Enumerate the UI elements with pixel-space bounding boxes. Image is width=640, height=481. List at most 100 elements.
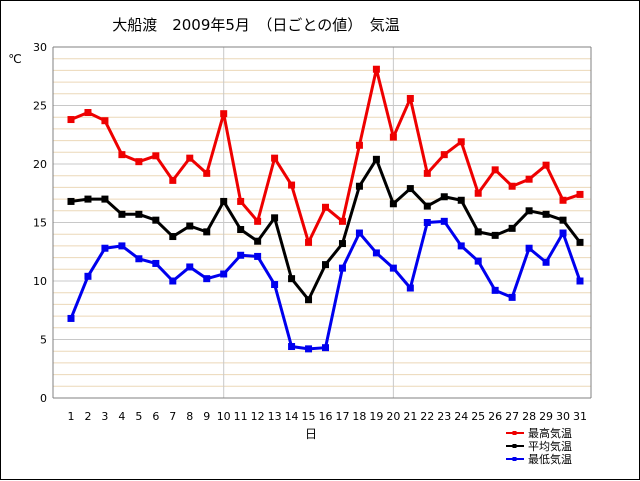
data-point	[118, 210, 126, 218]
x-tick-label: 7	[169, 410, 176, 423]
data-point	[406, 94, 414, 102]
data-point	[491, 166, 499, 174]
data-point	[525, 207, 533, 215]
x-tick-label: 3	[101, 410, 108, 423]
y-tick-label: 5	[40, 334, 47, 347]
x-tick-label: 10	[217, 410, 231, 423]
data-point	[169, 176, 177, 184]
x-tick-label: 23	[437, 410, 451, 423]
data-point	[474, 257, 482, 265]
data-point	[355, 229, 363, 237]
data-point	[457, 196, 465, 204]
data-point	[135, 255, 143, 263]
x-axis-label: 日	[305, 427, 317, 441]
data-point	[389, 133, 397, 141]
data-point	[271, 281, 279, 289]
x-tick-label: 13	[268, 410, 282, 423]
data-point	[508, 224, 516, 232]
legend-item: 平均気温	[506, 439, 572, 453]
data-point	[305, 296, 313, 304]
x-tick-label: 17	[335, 410, 349, 423]
data-point	[152, 152, 160, 160]
y-tick-label: 20	[33, 158, 47, 171]
data-point	[101, 117, 109, 125]
legend-item: 最高気温	[506, 426, 572, 440]
data-point	[271, 214, 279, 222]
data-point	[288, 181, 296, 189]
data-point	[237, 197, 245, 205]
x-tick-label: 30	[556, 410, 570, 423]
x-tick-label: 27	[505, 410, 519, 423]
data-point	[474, 228, 482, 236]
data-point	[84, 109, 92, 117]
y-tick-label: 10	[33, 275, 47, 288]
data-point	[440, 193, 448, 201]
y-axis-unit-label: ℃	[8, 52, 21, 66]
data-point	[406, 185, 414, 193]
x-tick-label: 4	[118, 410, 125, 423]
x-tick-label: 22	[420, 410, 434, 423]
x-tick-label: 15	[302, 410, 316, 423]
series-group	[67, 155, 584, 304]
data-point	[406, 284, 414, 292]
y-tick-label: 25	[33, 100, 47, 113]
data-point	[559, 196, 567, 204]
data-point	[423, 202, 431, 210]
x-tick-label: 6	[152, 410, 159, 423]
data-point	[576, 190, 584, 198]
x-tick-label: 29	[539, 410, 553, 423]
data-point	[440, 151, 448, 159]
data-point	[169, 277, 177, 285]
data-point	[542, 258, 550, 266]
data-point	[508, 182, 516, 190]
x-tick-label: 21	[403, 410, 417, 423]
data-point	[84, 195, 92, 203]
data-point	[372, 65, 380, 73]
data-point	[559, 216, 567, 224]
data-point	[576, 238, 584, 246]
data-point	[440, 217, 448, 225]
data-point	[67, 197, 75, 205]
x-tick-label: 24	[454, 410, 468, 423]
data-point	[220, 270, 228, 278]
data-point	[271, 154, 279, 162]
data-point	[338, 217, 346, 225]
x-tick-labels: 1 2 3 4 5 6 7 8 9 10 11 12 13 14 15 16 17 18 19 20 21 22 23 24 2…	[68, 410, 588, 423]
data-point	[237, 251, 245, 259]
x-tick-label: 1	[68, 410, 75, 423]
x-tick-label: 31	[573, 410, 587, 423]
x-tick-label: 2	[84, 410, 91, 423]
data-point	[288, 275, 296, 283]
data-point	[84, 272, 92, 280]
data-point	[576, 277, 584, 285]
data-point	[491, 231, 499, 239]
data-point	[254, 217, 262, 225]
series-group	[67, 65, 584, 246]
data-point	[423, 219, 431, 226]
x-tick-label: 25	[471, 410, 485, 423]
data-point	[220, 110, 228, 118]
y-tick-label: 0	[40, 392, 47, 405]
data-point	[186, 154, 194, 162]
series-line	[70, 157, 582, 302]
data-point	[118, 242, 126, 250]
chart-title: 大船渡 2009年5月 （日ごとの値） 気温	[112, 16, 400, 34]
legend-item: 最低気温	[506, 452, 572, 466]
x-tick-label: 5	[135, 410, 142, 423]
series-line	[69, 219, 582, 351]
data-point	[525, 175, 533, 183]
data-point	[322, 203, 329, 211]
data-point	[305, 238, 313, 246]
data-point	[203, 275, 211, 283]
x-tick-label: 11	[234, 410, 248, 423]
data-point	[152, 216, 160, 224]
data-point	[423, 169, 431, 177]
data-point	[322, 261, 329, 269]
x-tick-label: 28	[522, 410, 536, 423]
data-point	[372, 249, 380, 257]
data-point	[101, 195, 109, 203]
data-point	[355, 182, 363, 190]
data-point	[135, 210, 143, 218]
x-tick-label: 19	[369, 410, 383, 423]
